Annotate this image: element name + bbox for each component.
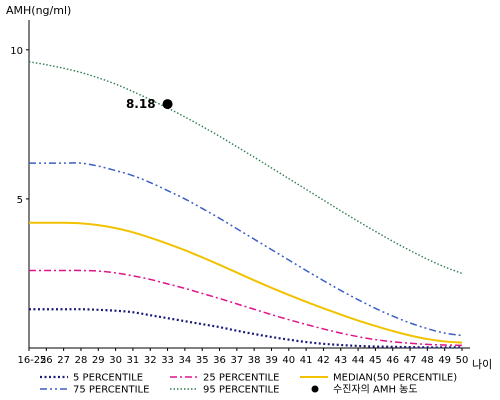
x-tick-label: 31 [127, 355, 140, 366]
x-tick-label: 28 [75, 355, 88, 366]
x-tick-label: 29 [92, 355, 105, 366]
series-line-25-percentile [28, 269, 463, 347]
y-tick-label: 5 [17, 195, 23, 206]
x-tick-label: 38 [248, 355, 261, 366]
x-tick-label: 37 [230, 355, 243, 366]
x-tick-label: 42 [317, 355, 330, 366]
x-tick-label: 40 [282, 355, 295, 366]
patient-marker: 8.18 [126, 97, 173, 111]
x-tick-label: 49 [438, 355, 451, 366]
x-tick-label: 50 [456, 355, 469, 366]
x-tick-label: 41 [300, 355, 313, 366]
x-tick-label: 16-25 [17, 355, 46, 366]
patient-amh-point [162, 99, 173, 110]
legend: 5 PERCENTILE 25 PERCENTILE MEDIAN(50 PERCE… [40, 373, 457, 396]
x-tick-label: 26 [40, 355, 53, 366]
legend-label: 75 PERCENTILE [73, 385, 149, 396]
x-tick-label: 47 [404, 355, 417, 366]
x-tick-label: 27 [57, 355, 70, 366]
legend-label: 5 PERCENTILE [73, 373, 143, 384]
x-tick-label: 45 [369, 355, 382, 366]
y-ticks: 5 10 [10, 46, 29, 206]
axes: AMH(ng/ml) 나이 [6, 4, 492, 371]
x-tick-label: 35 [196, 355, 209, 366]
legend-label: 25 PERCENTILE [203, 373, 279, 384]
x-tick-label: 33 [161, 355, 174, 366]
x-tick-label: 30 [109, 355, 122, 366]
x-tick-label: 46 [386, 355, 399, 366]
x-tick-label: 36 [213, 355, 226, 366]
x-axis-title: 나이 [472, 358, 492, 371]
x-tick-label: 43 [334, 355, 347, 366]
x-tick-label: 48 [421, 355, 434, 366]
legend-marker-swatch [311, 385, 319, 393]
x-tick-label: 32 [144, 355, 157, 366]
legend-label: 95 PERCENTILE [203, 385, 279, 396]
patient-amh-label: 8.18 [126, 97, 156, 111]
series-line-75-percentile [28, 162, 463, 337]
legend-label: 수진자의 AMH 농도 [333, 384, 418, 396]
series-line-95-percentile [28, 61, 463, 275]
x-tick-label: 39 [265, 355, 278, 366]
series-line-median-50-percentile [28, 221, 463, 344]
x-tick-label: 34 [179, 355, 192, 366]
series-line-5-percentile [28, 308, 462, 349]
legend-label: MEDIAN(50 PERCENTILE) [333, 373, 457, 384]
y-axis-title: AMH(ng/ml) [6, 4, 71, 17]
y-tick-label: 10 [10, 46, 23, 57]
series-lines [28, 61, 463, 349]
x-tick-label: 44 [352, 355, 365, 366]
